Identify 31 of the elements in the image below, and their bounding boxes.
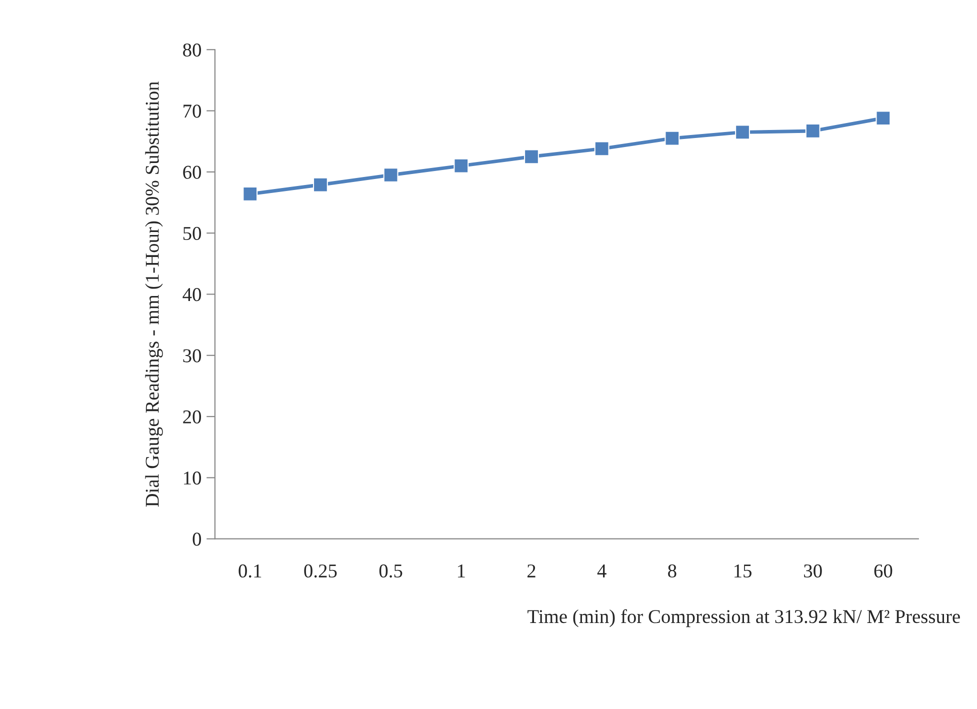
point xyxy=(454,158,469,174)
x-tick-label: 30 xyxy=(804,564,822,578)
point xyxy=(594,141,610,156)
y-axis-title: Dial Gauge Readings - mm (1-Hour) 30% Substitution xyxy=(145,81,163,507)
x-tick-label: 0.1 xyxy=(238,564,262,578)
x-tick-label: 4 xyxy=(597,564,606,578)
y-tick-label: 0 xyxy=(192,532,202,546)
x-tick-label: 8 xyxy=(668,564,676,578)
point xyxy=(312,177,328,192)
y-tick-label: 20 xyxy=(183,410,202,424)
y-tick-label: 60 xyxy=(183,166,202,179)
x-tick-label: 60 xyxy=(874,564,892,578)
y-tick-label: 40 xyxy=(182,288,202,302)
point xyxy=(383,168,398,182)
x-axis-title: Time (min) for Compression at 313.92 kN/ M² Pressure xyxy=(528,609,960,628)
y-tick-label: 80 xyxy=(183,43,202,57)
point xyxy=(242,186,258,202)
point xyxy=(524,149,539,164)
y-tick-label: 50 xyxy=(183,226,202,240)
x-tick-label: 0.5 xyxy=(379,564,402,578)
y-tick-label: 10 xyxy=(184,472,202,485)
x-tick-label: 2 xyxy=(527,564,536,578)
point xyxy=(735,124,750,140)
point xyxy=(664,130,680,146)
point xyxy=(876,110,891,126)
x-tick-label: 1 xyxy=(458,564,465,578)
y-tick-label: 30 xyxy=(183,349,202,362)
y-tick-label: 70 xyxy=(184,104,202,118)
x-tick-label: 15 xyxy=(734,564,752,578)
point xyxy=(805,123,820,138)
x-tick-label: 0.25 xyxy=(304,564,337,578)
